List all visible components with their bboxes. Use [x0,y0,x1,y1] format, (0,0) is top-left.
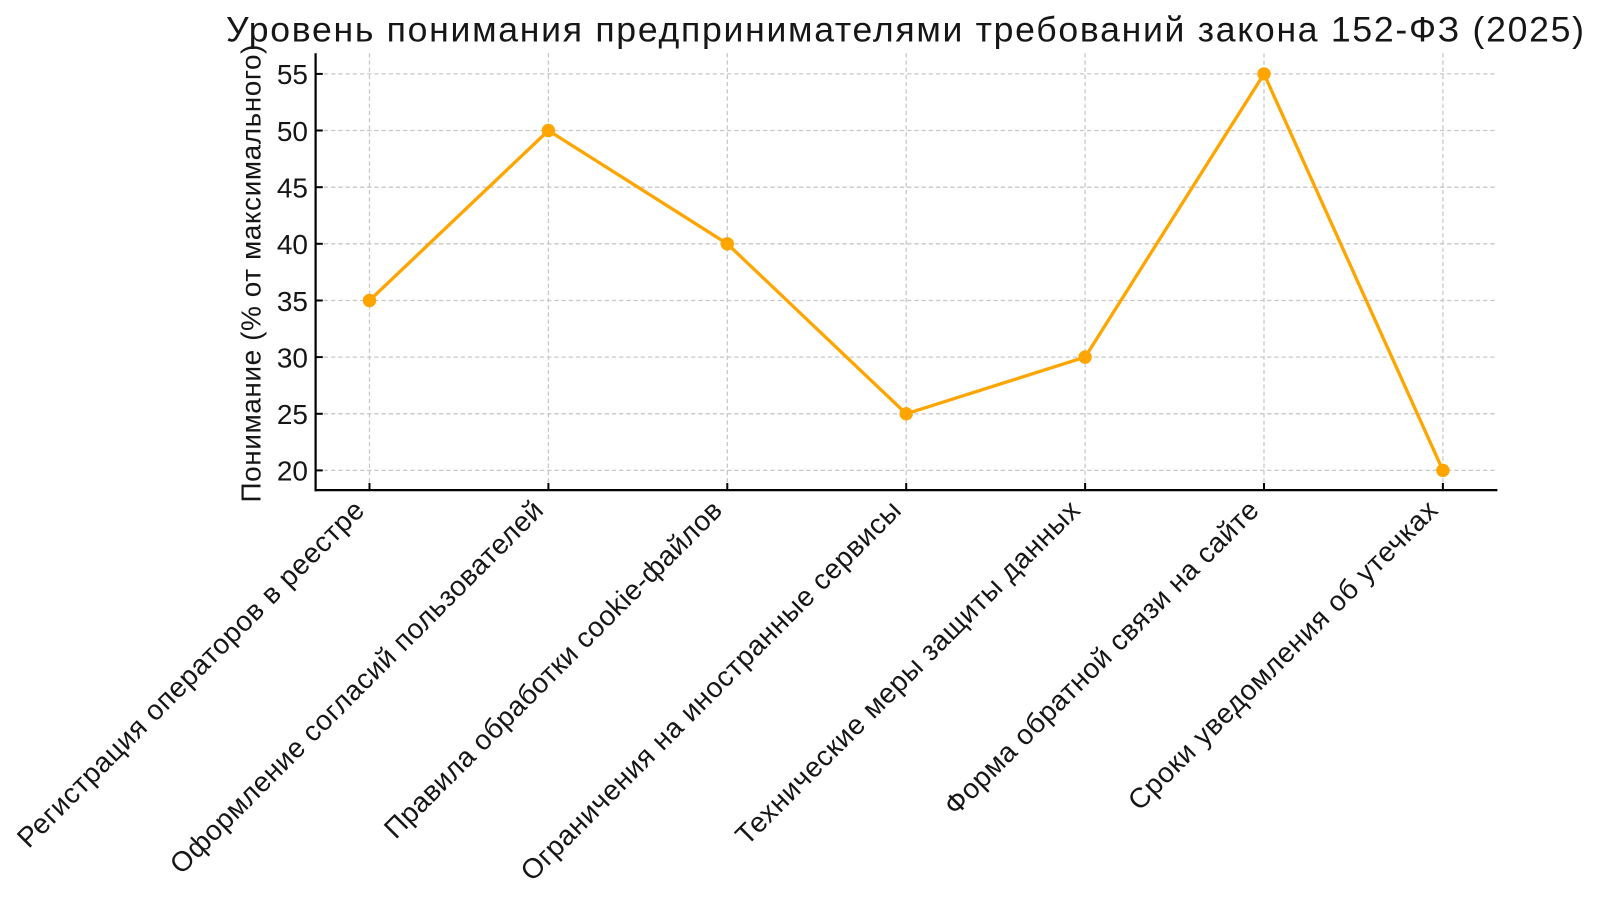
svg-text:50: 50 [277,116,308,147]
svg-text:40: 40 [277,229,308,260]
svg-text:Уровень понимания предпринимат: Уровень понимания предпринимателями треб… [226,9,1584,49]
svg-text:Понимание (% от максимального): Понимание (% от максимального) [236,45,267,503]
svg-text:45: 45 [277,173,308,204]
svg-text:30: 30 [277,342,308,373]
svg-text:35: 35 [277,286,308,317]
svg-text:55: 55 [277,59,308,90]
svg-text:20: 20 [277,456,308,487]
svg-text:25: 25 [277,399,308,430]
